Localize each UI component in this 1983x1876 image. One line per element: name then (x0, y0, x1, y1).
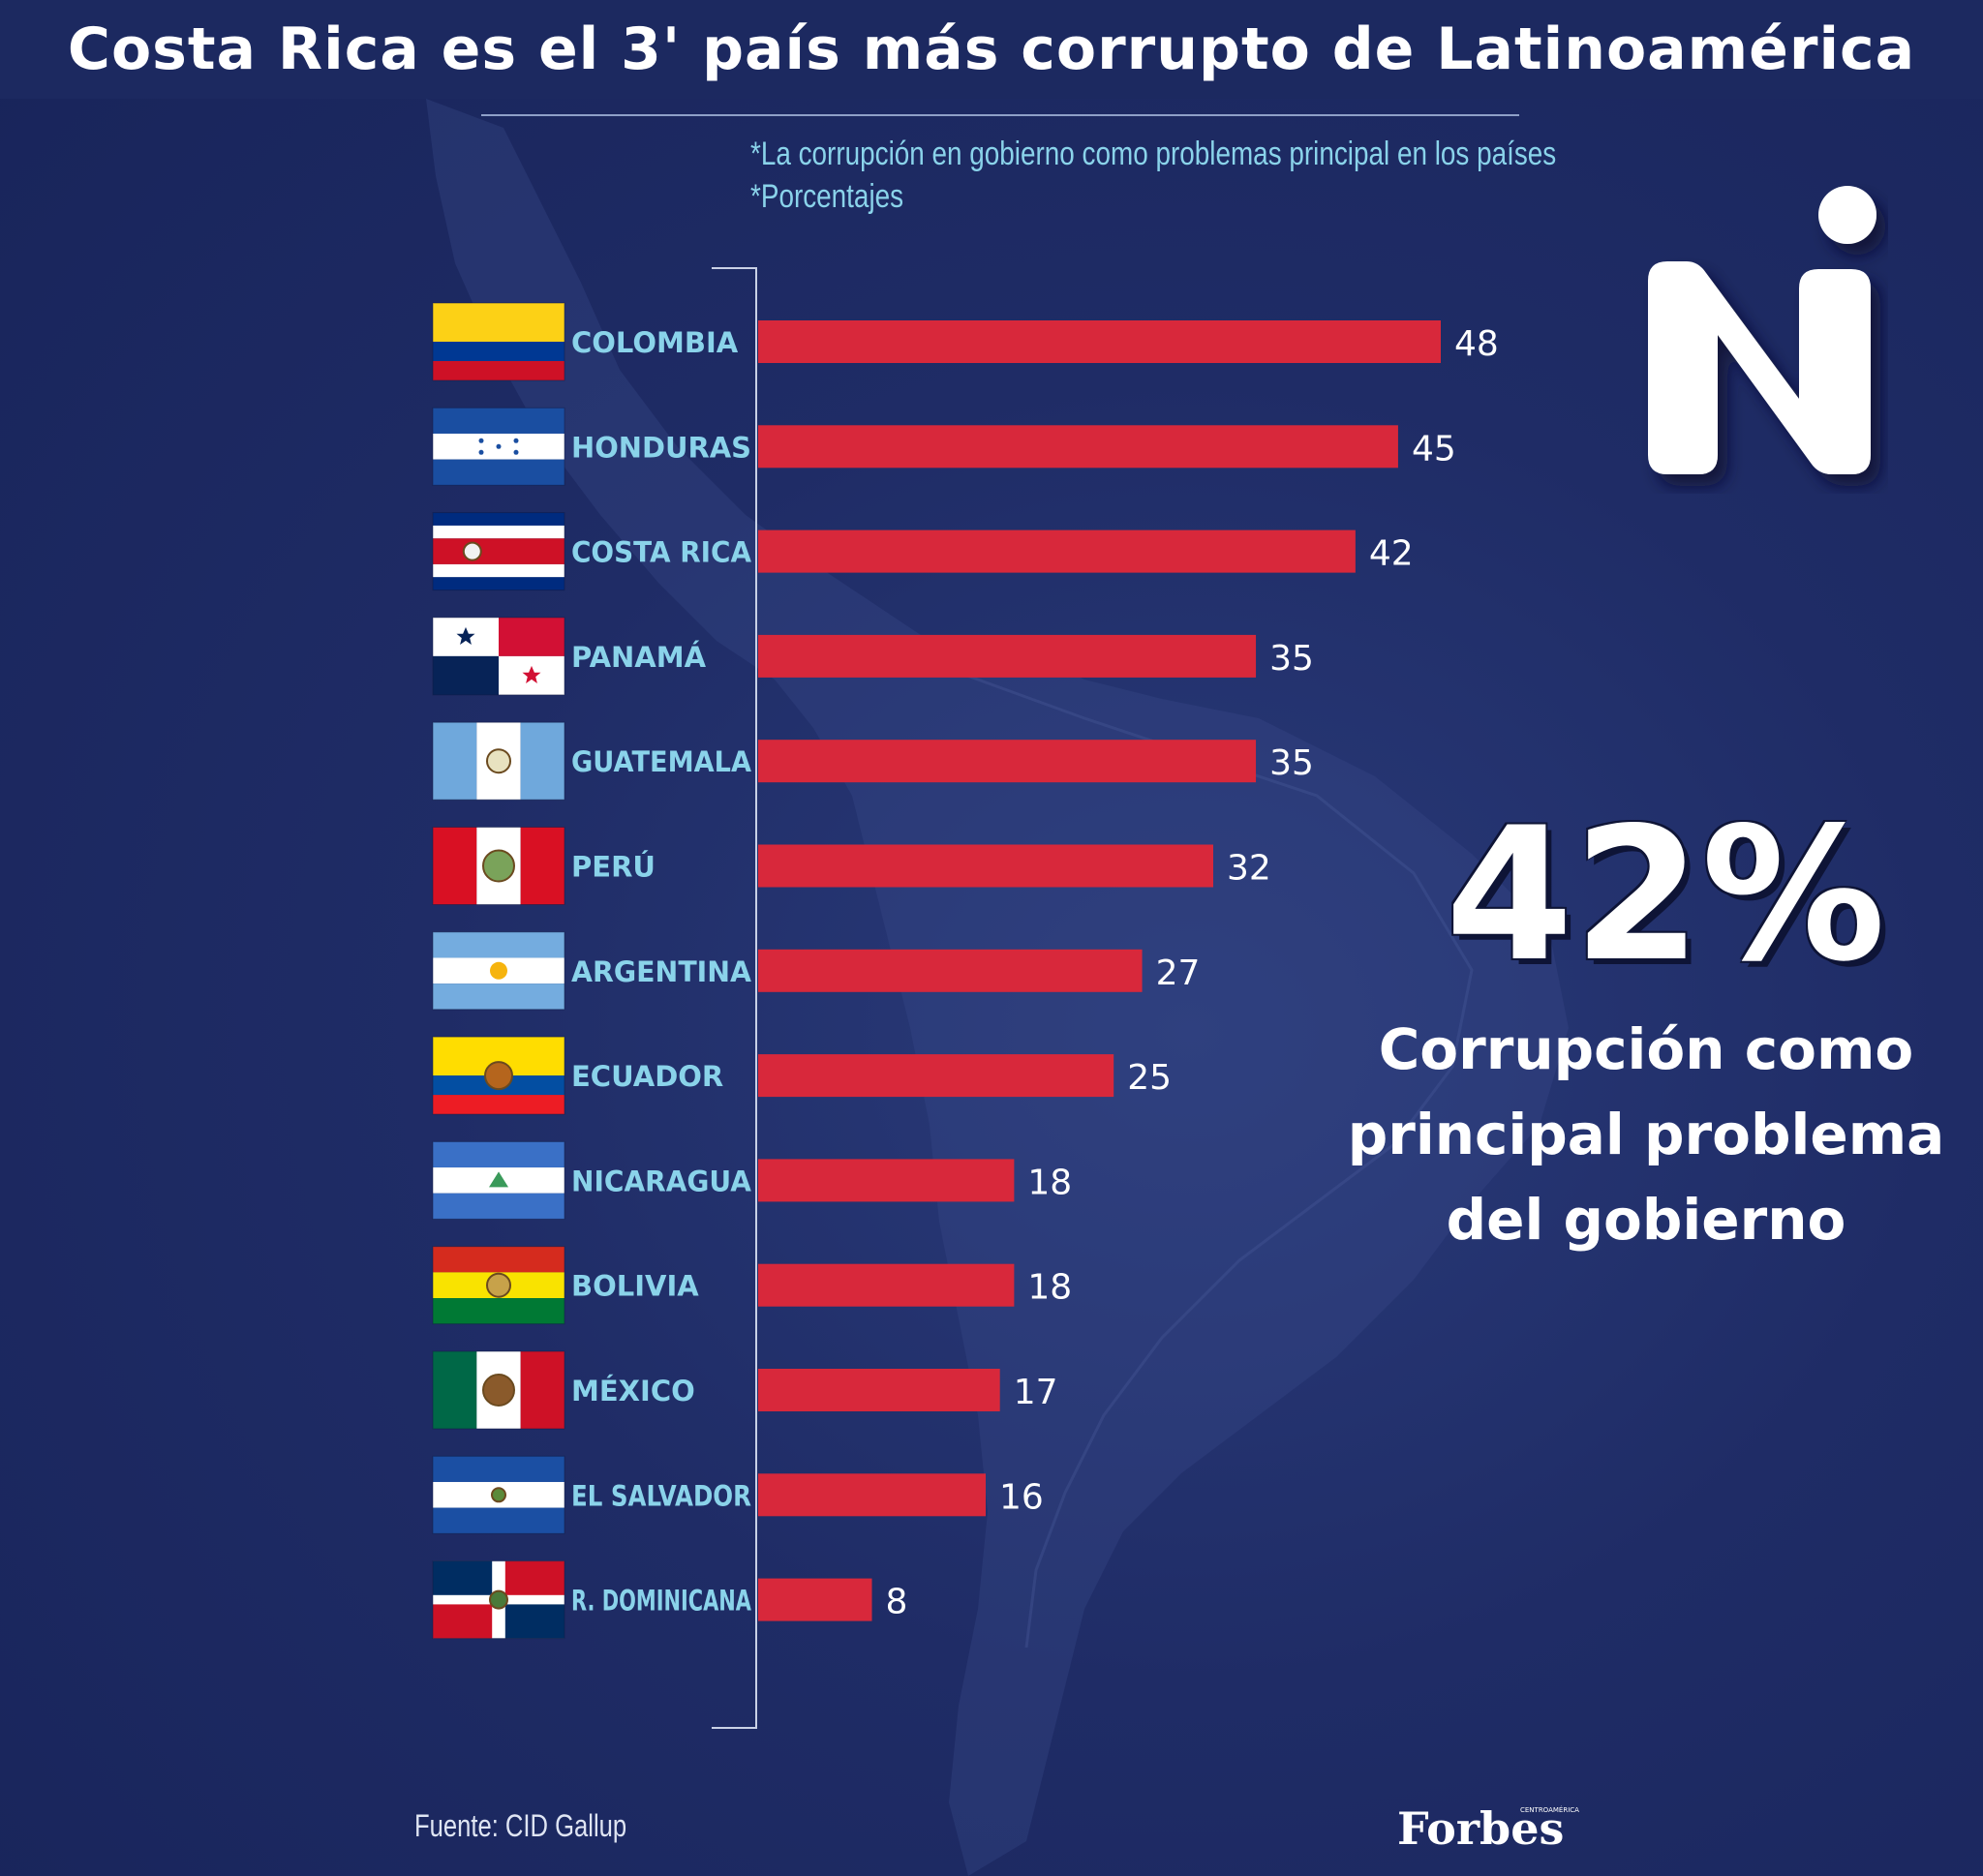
note-line-2: *Porcentajes (750, 178, 904, 215)
bar-argentina (758, 949, 1143, 992)
bar-panama (758, 634, 1257, 678)
flag-el-salvador-icon (432, 1455, 565, 1534)
value-label-peru: 32 (1227, 849, 1271, 889)
country-label-nicaragua: NICARAGUA (571, 1165, 752, 1197)
country-label-panama: PANAMÁ (571, 641, 707, 674)
country-label-r-dominicana: R. DOMINICANA (571, 1585, 751, 1618)
country-label-costa-rica: COSTA RICA (571, 536, 752, 569)
value-label-honduras: 45 (1412, 429, 1456, 469)
flag-r-dominicana-icon (432, 1560, 565, 1640)
value-label-bolivia: 18 (1027, 1268, 1072, 1308)
country-label-honduras: HONDURAS (571, 431, 751, 464)
value-label-ecuador: 25 (1127, 1058, 1172, 1098)
chart-bracket (712, 267, 757, 1729)
top-rule (481, 114, 1519, 116)
ni-logo (1648, 186, 1876, 474)
value-label-colombia: 48 (1454, 324, 1499, 364)
country-label-el-salvador: EL SALVADOR (571, 1479, 751, 1512)
highlight-line-2: principal problema (1347, 1102, 1945, 1167)
bar-peru (758, 844, 1213, 888)
page-title: Costa Rica es el 3' país más corrupto de… (67, 15, 1916, 83)
highlight-percentage: 42% (1445, 788, 1886, 1002)
country-label-ecuador: ECUADOR (571, 1060, 723, 1093)
value-labels-group: 48 45 42 35 35 32 27 25 18 18 17 16 8 (886, 324, 1499, 1622)
bar-nicaragua (758, 1159, 1015, 1202)
flag-guatemala-icon (432, 721, 565, 801)
value-label-guatemala: 35 (1269, 743, 1314, 783)
country-label-peru: PERÚ (571, 851, 656, 884)
flag-costa-rica-icon (432, 512, 565, 591)
flag-panama-icon (432, 617, 565, 696)
country-label-bolivia: BOLIVIA (571, 1270, 699, 1303)
value-label-mexico: 17 (1014, 1373, 1058, 1412)
value-label-panama: 35 (1269, 639, 1314, 679)
bar-el-salvador (758, 1473, 986, 1517)
highlight-line-1: Corrupción como (1378, 1016, 1914, 1082)
bar-r-dominicana (758, 1578, 872, 1621)
bar-costa-rica (758, 530, 1356, 573)
flag-honduras-icon (432, 407, 565, 486)
flag-bolivia-icon (432, 1246, 565, 1325)
forbes-logo-subtitle: CENTROAMÉRICA (1520, 1806, 1579, 1814)
value-label-r-dominicana: 8 (886, 1583, 908, 1622)
bar-mexico (758, 1369, 1000, 1411)
note-line-1: *La corrupción en gobierno como problema… (750, 136, 1557, 172)
bar-honduras (758, 425, 1398, 469)
value-label-el-salvador: 16 (999, 1477, 1044, 1517)
forbes-logo: Forbes (1397, 1802, 1565, 1855)
source-text: Fuente: CID Gallup (414, 1808, 627, 1843)
country-label-argentina: ARGENTINA (571, 955, 752, 988)
value-label-costa-rica: 42 (1369, 534, 1414, 574)
flag-peru-icon (432, 827, 565, 905)
bar-bolivia (758, 1263, 1015, 1307)
bar-colombia (758, 320, 1441, 363)
flag-mexico-icon (432, 1350, 565, 1430)
highlight-line-3: del gobierno (1446, 1187, 1846, 1253)
country-label-guatemala: GUATEMALA (571, 745, 752, 778)
country-flags (432, 302, 565, 1640)
value-label-argentina: 27 (1156, 953, 1201, 993)
flag-nicaragua-icon (432, 1140, 565, 1220)
country-label-colombia: COLOMBIA (571, 326, 739, 359)
bars-group (758, 320, 1441, 1621)
flag-ecuador-icon (432, 1036, 565, 1115)
country-label-mexico: MÉXICO (571, 1375, 695, 1407)
flag-colombia-icon (432, 302, 565, 381)
highlight-text: Corrupción como principal problema del g… (1336, 1007, 1956, 1262)
title-bar: Costa Rica es el 3' país más corrupto de… (0, 0, 1983, 99)
bar-guatemala (758, 740, 1257, 783)
value-label-nicaragua: 18 (1027, 1163, 1072, 1202)
flag-argentina-icon (432, 931, 565, 1011)
bar-ecuador (758, 1054, 1114, 1098)
country-labels-group: COLOMBIA HONDURAS COSTA RICA PANAMÁ GUATEMAL… (571, 326, 752, 1618)
